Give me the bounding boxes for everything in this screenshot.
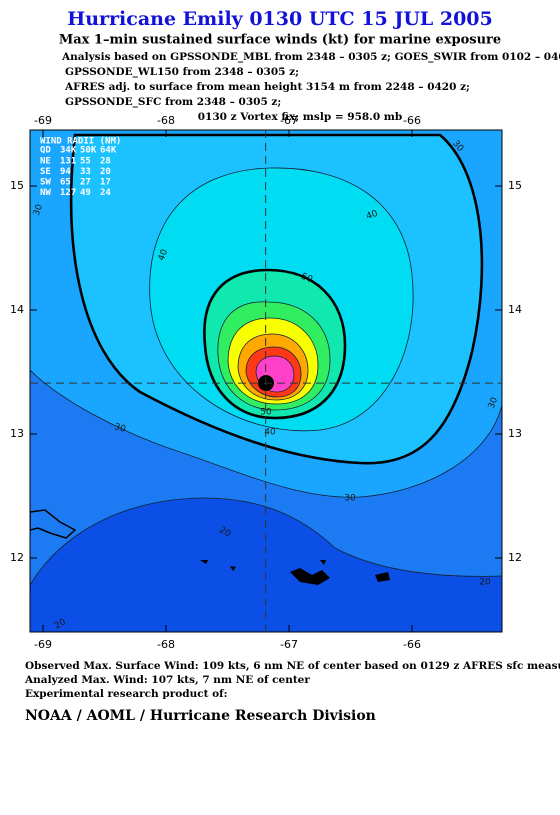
wind-radii-cell: 49 (80, 188, 91, 198)
lat-label: 13 (508, 427, 522, 440)
island (200, 560, 326, 571)
lon-label: -67 (280, 114, 298, 127)
island (30, 509, 77, 539)
analysis-line: Analysis based on GPSSONDE_MBL from 2348… (61, 51, 560, 64)
lon-label: -68 (157, 114, 175, 127)
lon-label: -68 (157, 638, 175, 651)
wind-radii-cell: 20 (100, 167, 111, 177)
wind-radii-cell: NW (40, 188, 51, 198)
lon-label: -66 (403, 114, 421, 127)
lat-label: 13 (10, 427, 24, 440)
wind-radii-header: 34K (60, 146, 77, 156)
island (375, 572, 390, 582)
organization: NOAA / AOML / Hurricane Research Divisio… (25, 708, 376, 724)
lat-label: 14 (10, 303, 24, 316)
contour-label: 40 (157, 248, 170, 262)
contour-label: 20 (479, 578, 491, 588)
subtitle: Max 1–min sustained surface winds (kt) f… (59, 33, 501, 48)
contour-label: 50 (300, 272, 314, 285)
analyzed: Analyzed Max. Wind: 107 kts, 7 nm NE of … (24, 674, 310, 686)
wind-radii-cell: 65 (60, 178, 71, 188)
observed: Observed Max. Surface Wind: 109 kts, 6 n… (25, 660, 560, 672)
wind-radii-cell: 28 (100, 157, 111, 167)
lat-label: 12 (10, 551, 24, 564)
lat-label: 12 (508, 551, 522, 564)
lon-label: -67 (280, 638, 298, 651)
wind-radii-cell: 33 (80, 167, 91, 177)
contour-label: 40 (365, 209, 379, 222)
lon-label: -69 (34, 114, 52, 127)
wind-radii-cell: 27 (80, 178, 91, 188)
analysis-line: AFRES adj. to surface from mean height 3… (64, 81, 470, 93)
wind-radii-cell: 94 (60, 167, 71, 177)
wind-radii-cell: 127 (60, 188, 76, 198)
analysis-line: GPSSONDE_SFC from 2348 – 0305 z; (65, 96, 281, 109)
lat-label: 15 (508, 179, 522, 192)
wind-radii-cell: 55 (80, 157, 91, 167)
title: Hurricane Emily 0130 UTC 15 JUL 2005 (67, 8, 493, 30)
wind-radii-header: 50K (80, 146, 97, 156)
contour-label: 50 (260, 408, 272, 418)
wind-radii-header: QD (40, 146, 51, 156)
wind-radii-cell: SW (40, 178, 51, 188)
wind-radii-cell: NE (40, 157, 51, 167)
island (290, 568, 330, 585)
wind-radii-cell: SE (40, 167, 51, 177)
wind-radii-cell: 131 (60, 157, 76, 167)
contour-label: 30 (487, 396, 500, 410)
vortex-fix: 0130 z Vortex fix; mslp = 958.0 mb (198, 111, 403, 123)
contour-label: 40 (264, 428, 276, 438)
contour-label: 30 (32, 203, 45, 217)
lat-label: 15 (10, 179, 24, 192)
lon-label: -69 (34, 638, 52, 651)
wind-radii-header: 64K (100, 146, 117, 156)
wind-radii-cell: 24 (100, 188, 111, 198)
analysis-line: GPSSONDE_WL150 from 2348 – 0305 z; (65, 66, 299, 79)
lat-label: 14 (508, 303, 522, 316)
wind-radii-title: WIND RADII (NM) (40, 137, 121, 147)
lon-label: -66 (403, 638, 421, 651)
product: Experimental research product of: (25, 688, 228, 700)
contour-label: 30 (344, 494, 356, 504)
contour-label: 30 (113, 422, 127, 435)
wind-radii-cell: 17 (100, 178, 111, 188)
